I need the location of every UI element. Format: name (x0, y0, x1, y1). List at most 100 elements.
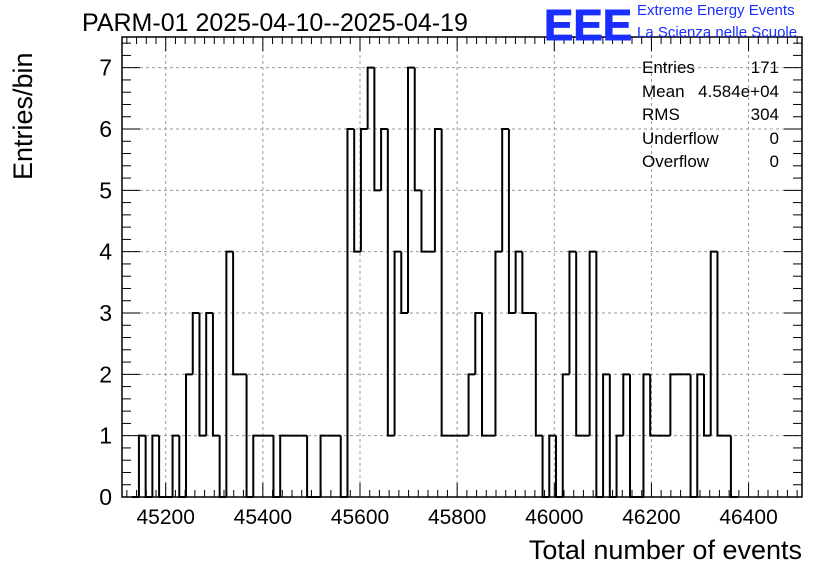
histogram-bin (225, 250, 234, 497)
stats-box: Entries 171 Mean 4.584e+04 RMS 304 Under… (637, 58, 779, 176)
y-tick-label: 6 (99, 116, 112, 142)
logo-line-1: Extreme Energy Events (637, 2, 795, 19)
histogram-bin (232, 251, 240, 376)
y-tick-label: 5 (99, 177, 112, 203)
y-tick-label: 2 (99, 361, 112, 387)
histogram-bin (400, 251, 409, 314)
histogram-bin (588, 250, 597, 436)
histogram-bin (642, 373, 651, 497)
stat-name: Underflow (642, 128, 719, 148)
histogram-bin (339, 435, 348, 498)
x-axis-label: Total number of events (528, 535, 802, 565)
histogram-bin (709, 250, 718, 436)
stat-row-entries: Entries 171 (637, 58, 779, 82)
histogram-bin (514, 250, 523, 313)
histogram-bin (541, 435, 550, 498)
histogram-bin (373, 67, 382, 192)
axis-ticks (122, 37, 802, 498)
histogram-bin (622, 373, 631, 436)
histogram-bin (191, 312, 200, 375)
histogram-bin (171, 434, 180, 497)
grid-lines (122, 37, 802, 497)
stat-name: Entries (642, 58, 695, 77)
x-tick-label: 45400 (234, 506, 292, 529)
logo-mark: EEE (544, 1, 632, 45)
histogram-bin (144, 435, 153, 498)
histogram-bin (198, 313, 207, 437)
histogram-bin (561, 373, 570, 497)
histogram-bin (467, 373, 476, 436)
histogram-bin (413, 67, 422, 192)
y-tick-label: 4 (99, 239, 112, 265)
stat-value: 171 (750, 58, 779, 77)
stat-row-rms: RMS 304 (637, 105, 779, 129)
tick-labels: 45200 45400 45600 45800 46000 46200 4640001234… (99, 55, 778, 529)
histogram-bin (272, 435, 281, 498)
histogram-bin (151, 434, 160, 497)
stat-row-underflow: Underflow 0 (637, 129, 779, 153)
histogram-bin (669, 373, 678, 436)
histogram-bin (420, 190, 429, 253)
histogram-bin (306, 435, 314, 498)
histogram-bin (279, 434, 287, 497)
histogram-bin (319, 434, 328, 497)
histogram-bin (507, 129, 516, 314)
stat-row-overflow: Overflow 0 (637, 152, 779, 176)
histogram-bin (205, 312, 213, 436)
stat-name: RMS (642, 105, 680, 124)
stat-value: 0 (769, 152, 779, 171)
stat-row-mean: Mean 4.584e+04 (637, 82, 779, 106)
histogram-bin (696, 373, 705, 497)
stat-value: 304 (750, 105, 779, 124)
histogram-bin (353, 129, 361, 253)
histogram-bin (474, 312, 483, 375)
eee-logo: EEE (544, 1, 633, 45)
x-tick-label: 45600 (331, 506, 389, 529)
y-tick-label: 3 (99, 300, 112, 326)
x-tick-label: 46200 (622, 506, 680, 529)
histogram-bin (433, 128, 442, 252)
histogram-bin (359, 128, 368, 252)
histogram-bin (494, 250, 503, 436)
histogram-bin (393, 250, 402, 436)
histogram-bin (137, 434, 146, 497)
chart-title: PARM-01 2025-04-10--2025-04-19 (82, 9, 468, 37)
histogram-bin (211, 313, 220, 437)
histogram-bin (602, 373, 610, 497)
stat-value: 0 (769, 128, 779, 148)
histogram-bin (649, 374, 657, 437)
x-tick-label: 45200 (137, 506, 195, 529)
y-tick-label: 7 (99, 55, 112, 81)
x-tick-label: 46400 (719, 506, 777, 529)
histogram-bin (575, 251, 583, 437)
x-tick-label: 46000 (525, 506, 583, 529)
histogram-bin (185, 373, 193, 497)
histogram-bin (366, 66, 375, 129)
histogram-bin (548, 434, 557, 497)
logo-line-2: La Scienza nelle Scuole (637, 24, 798, 41)
histogram-bin (252, 434, 261, 497)
histogram-bin (615, 434, 624, 497)
histogram-bin (440, 129, 449, 437)
histogram-bin (568, 250, 577, 375)
histogram-bin (158, 435, 166, 498)
stat-value: 4.584e+04 (698, 81, 779, 101)
histogram-bin (716, 251, 725, 437)
histogram-bin (380, 128, 388, 191)
stat-name: Mean (642, 81, 685, 101)
histogram-bin (346, 128, 355, 497)
histogram-bin (218, 435, 227, 498)
plot-frame (121, 36, 803, 498)
histogram-bin (481, 313, 489, 437)
x-tick-label: 45800 (428, 506, 486, 529)
y-tick-label: 1 (99, 423, 112, 449)
y-axis-label: Entries/bin (8, 52, 38, 180)
histogram-bin (729, 435, 738, 498)
histogram-bin (555, 435, 563, 498)
histogram-bin (501, 128, 509, 252)
stat-name: Overflow (642, 152, 710, 171)
histogram-bin (521, 251, 530, 314)
histogram-bin (407, 66, 415, 313)
y-tick-label: 0 (99, 484, 112, 510)
